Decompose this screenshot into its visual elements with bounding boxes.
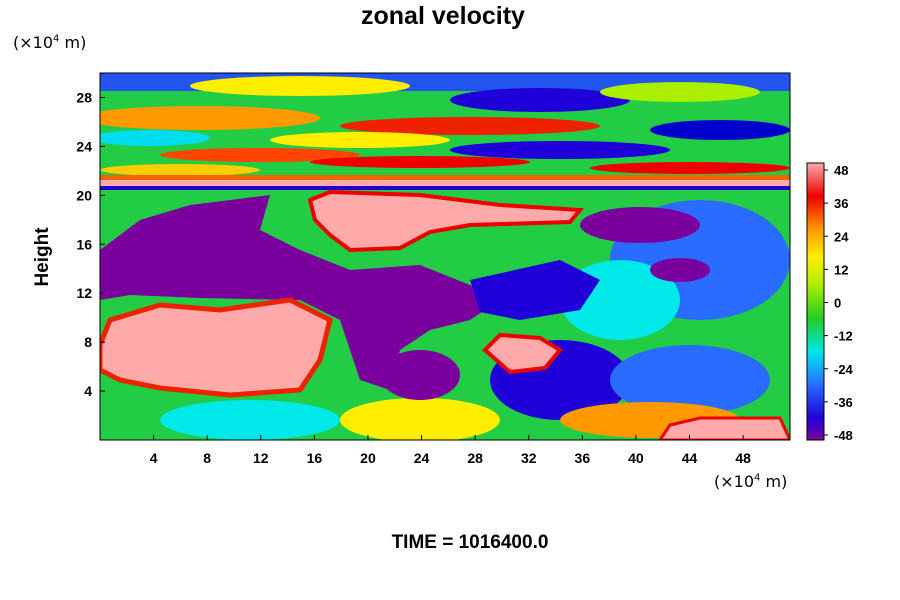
- x-tick-label: 24: [414, 450, 430, 466]
- colorbar-tick-label: -24: [834, 362, 854, 377]
- y-tick-label: 20: [76, 187, 92, 203]
- y-tick-label: 4: [84, 383, 92, 399]
- x-unit-suffix: m): [760, 472, 788, 491]
- colorbar-tick-label: -36: [834, 395, 853, 410]
- colorbar-tick-label: 0: [834, 296, 841, 311]
- y-unit-prefix: (×10: [13, 33, 54, 52]
- x-tick-label: 12: [253, 450, 269, 466]
- colorbar-tick-label: -48: [834, 428, 853, 443]
- x-unit-prefix: (×10: [714, 472, 755, 491]
- x-tick-label: 40: [628, 450, 644, 466]
- colorbar-tick-label: -12: [834, 329, 853, 344]
- x-tick-label: 36: [575, 450, 591, 466]
- colorbar-ticks: 48 36 24 12 0 -12 -24 -36 -48: [824, 163, 854, 443]
- colorbar-tick-label: 24: [834, 229, 849, 244]
- y-axis-unit: (×104 m): [13, 33, 86, 52]
- colorbar-tick-label: 48: [834, 163, 848, 178]
- heatmap-field: [100, 73, 790, 440]
- plot-frame: [99, 72, 791, 441]
- x-tick-label: 28: [467, 450, 483, 466]
- colorbar-tick-label: 12: [834, 262, 848, 277]
- x-tick-label: 16: [307, 450, 323, 466]
- y-tick-label: 24: [76, 138, 92, 154]
- page-title: zonal velocity: [361, 2, 525, 30]
- colorbar-tick-label: 36: [834, 196, 848, 211]
- colorbar: [806, 162, 825, 441]
- x-axis: 4 8 12 16 20 24 28 32 36 40 44 48: [150, 435, 751, 466]
- x-tick-label: 20: [360, 450, 376, 466]
- x-tick-label: 4: [150, 450, 158, 466]
- x-tick-label: 8: [203, 450, 211, 466]
- x-tick-label: 32: [521, 450, 537, 466]
- y-unit-exponent: 4: [53, 33, 60, 45]
- y-tick-label: 16: [76, 236, 92, 252]
- y-unit-suffix: m): [59, 33, 87, 52]
- y-tick-label: 28: [76, 89, 92, 105]
- time-label: TIME = 1016400.0: [391, 532, 549, 553]
- y-tick-label: 12: [76, 285, 92, 301]
- x-unit-exponent: 4: [754, 472, 761, 484]
- x-axis-unit: (×104 m): [714, 472, 787, 491]
- y-axis: 4 8 12 16 20 24 28: [76, 89, 105, 399]
- x-tick-label: 48: [735, 450, 751, 466]
- x-tick-label: 44: [682, 450, 698, 466]
- y-tick-label: 8: [84, 334, 92, 350]
